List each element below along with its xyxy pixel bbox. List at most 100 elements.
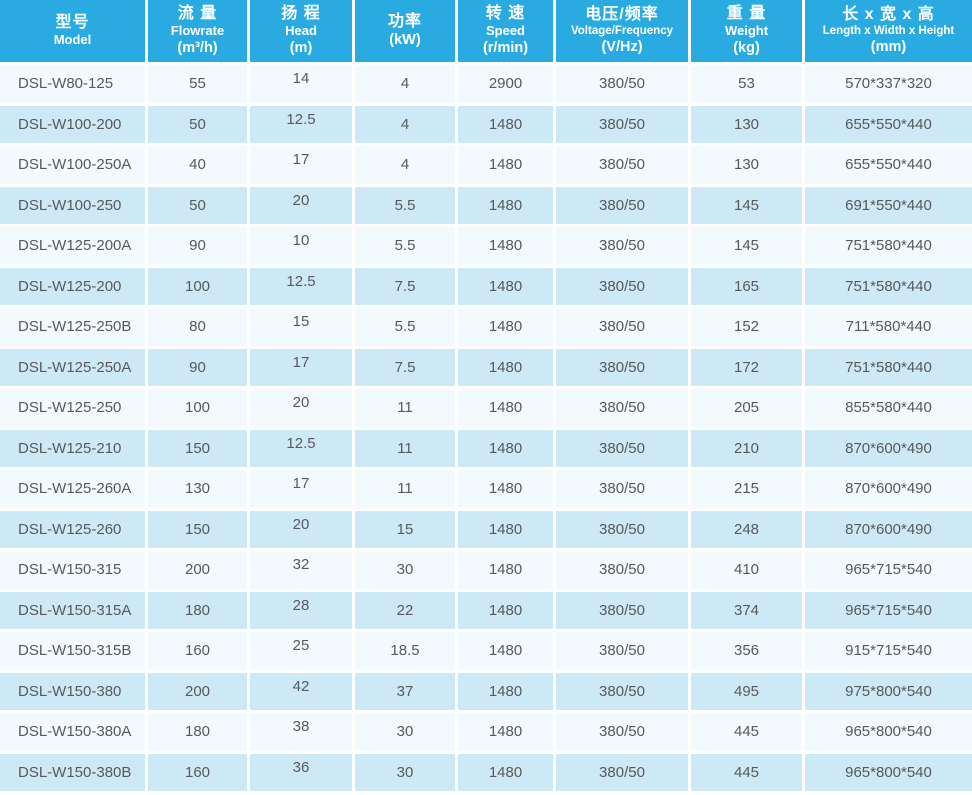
speed-cell: 1480 xyxy=(458,389,553,427)
power-value: 11 xyxy=(397,399,413,417)
speed-cell: 1480 xyxy=(458,105,553,143)
dimensions-cell: 655*550*440 xyxy=(805,105,972,143)
speed-cell: 1480 xyxy=(458,510,553,548)
head-value: 20 xyxy=(292,394,310,412)
voltage-frequency-cell: 380/50 xyxy=(556,146,688,184)
model-value: DSL-W125-250A xyxy=(18,358,132,376)
flowrate-header-zh: 流 量 xyxy=(177,5,218,22)
model-value: DSL-W125-250B xyxy=(18,318,132,336)
speed-value: 1480 xyxy=(488,156,523,174)
voltage-frequency-value: 380/50 xyxy=(599,237,645,255)
flowrate-value: 200 xyxy=(184,682,211,700)
head-cell: 10 xyxy=(250,227,352,265)
model-value: DSL-W150-315B xyxy=(18,642,132,660)
speed-cell: 1480 xyxy=(458,186,553,224)
speed-value: 1480 xyxy=(488,520,523,538)
voltage-frequency-value: 380/50 xyxy=(599,156,645,174)
head-cell: 12.5 xyxy=(250,105,352,143)
dimensions-value: 751*580*440 xyxy=(845,237,932,255)
model-value: DSL-W125-200 xyxy=(18,277,122,295)
flowrate-value: 55 xyxy=(189,75,206,93)
weight-cell: 130 xyxy=(691,146,802,184)
dimensions-cell: 870*600*490 xyxy=(805,510,972,548)
head-value: 17 xyxy=(292,353,310,371)
flowrate-value: 50 xyxy=(189,115,206,133)
power-value: 11 xyxy=(397,439,413,457)
head-value: 25 xyxy=(292,637,310,655)
weight-cell: 374 xyxy=(691,591,802,629)
dimensions-cell: 751*580*440 xyxy=(805,227,972,265)
flowrate-cell: 80 xyxy=(148,308,247,346)
power-value: 4 xyxy=(400,115,410,133)
head-cell: 15 xyxy=(250,308,352,346)
model-cell: DSL-W150-380B xyxy=(0,753,145,791)
power-column-header: 功率 (kW) xyxy=(355,0,455,62)
voltage-frequency-cell: 380/50 xyxy=(556,348,688,386)
dimensions-cell: 870*600*490 xyxy=(805,470,972,508)
dimensions-value: 751*580*440 xyxy=(845,358,932,376)
weight-cell: 172 xyxy=(691,348,802,386)
weight-header-en: Weight xyxy=(724,23,769,39)
head-value: 12.5 xyxy=(286,434,316,452)
weight-value: 172 xyxy=(733,358,760,376)
speed-cell: 2900 xyxy=(458,65,553,103)
flowrate-cell: 100 xyxy=(148,267,247,305)
voltage-frequency-cell: 380/50 xyxy=(556,186,688,224)
voltage-frequency-cell: 380/50 xyxy=(556,510,688,548)
weight-value: 145 xyxy=(733,237,760,255)
dimensions-value: 915*715*540 xyxy=(845,642,932,660)
head-value: 12.5 xyxy=(286,110,316,128)
flowrate-value: 50 xyxy=(189,196,206,214)
voltage-frequency-value: 380/50 xyxy=(599,520,645,538)
dimensions-header-zh: 长 x 宽 x 高 xyxy=(842,5,935,23)
voltage-frequency-cell: 380/50 xyxy=(556,429,688,467)
dimensions-cell: 711*580*440 xyxy=(805,308,972,346)
speed-cell: 1480 xyxy=(458,429,553,467)
power-value: 15 xyxy=(396,520,414,538)
voltage-frequency-cell: 380/50 xyxy=(556,105,688,143)
dimensions-header-en: Length x Width x Height xyxy=(822,25,955,38)
voltage-frequency-value: 380/50 xyxy=(599,642,645,660)
speed-cell: 1480 xyxy=(458,591,553,629)
model-cell: DSL-W125-250A xyxy=(0,348,145,386)
weight-cell: 445 xyxy=(691,753,802,791)
dimensions-value: 870*600*490 xyxy=(845,480,932,498)
dimensions-column-header: 长 x 宽 x 高 Length x Width x Height (mm) xyxy=(805,0,972,62)
head-value: 36 xyxy=(292,758,310,776)
power-cell: 18.5 xyxy=(355,632,455,670)
head-value: 14 xyxy=(292,70,310,88)
head-cell: 20 xyxy=(250,186,352,224)
voltage-frequency-value: 380/50 xyxy=(599,399,645,417)
dimensions-cell: 965*800*540 xyxy=(805,753,972,791)
head-cell: 25 xyxy=(250,632,352,670)
head-value: 12.5 xyxy=(286,272,316,290)
speed-value: 1480 xyxy=(488,115,523,133)
dimensions-value: 870*600*490 xyxy=(845,439,932,457)
dimensions-value: 965*715*540 xyxy=(845,561,932,579)
weight-value: 130 xyxy=(733,115,760,133)
weight-value: 445 xyxy=(733,723,760,741)
weight-cell: 205 xyxy=(691,389,802,427)
speed-value: 1480 xyxy=(488,561,523,579)
weight-value: 374 xyxy=(733,601,760,619)
weight-cell: 215 xyxy=(691,470,802,508)
power-value: 37 xyxy=(396,682,414,700)
flowrate-cell: 50 xyxy=(148,105,247,143)
flowrate-value: 100 xyxy=(184,399,211,417)
weight-cell: 445 xyxy=(691,713,802,751)
dimensions-cell: 655*550*440 xyxy=(805,146,972,184)
flowrate-cell: 160 xyxy=(148,632,247,670)
power-cell: 5.5 xyxy=(355,308,455,346)
speed-cell: 1480 xyxy=(458,267,553,305)
voltage-frequency-header-en: Voltage/Frequency xyxy=(570,25,674,38)
voltage-frequency-cell: 380/50 xyxy=(556,308,688,346)
voltage-frequency-value: 380/50 xyxy=(599,439,645,457)
dimensions-value: 855*580*440 xyxy=(845,399,932,417)
head-value: 32 xyxy=(292,556,310,574)
voltage-frequency-value: 380/50 xyxy=(599,75,645,93)
flowrate-cell: 90 xyxy=(148,227,247,265)
model-cell: DSL-W150-380 xyxy=(0,672,145,710)
speed-value: 2900 xyxy=(488,75,523,93)
speed-cell: 1480 xyxy=(458,551,553,589)
